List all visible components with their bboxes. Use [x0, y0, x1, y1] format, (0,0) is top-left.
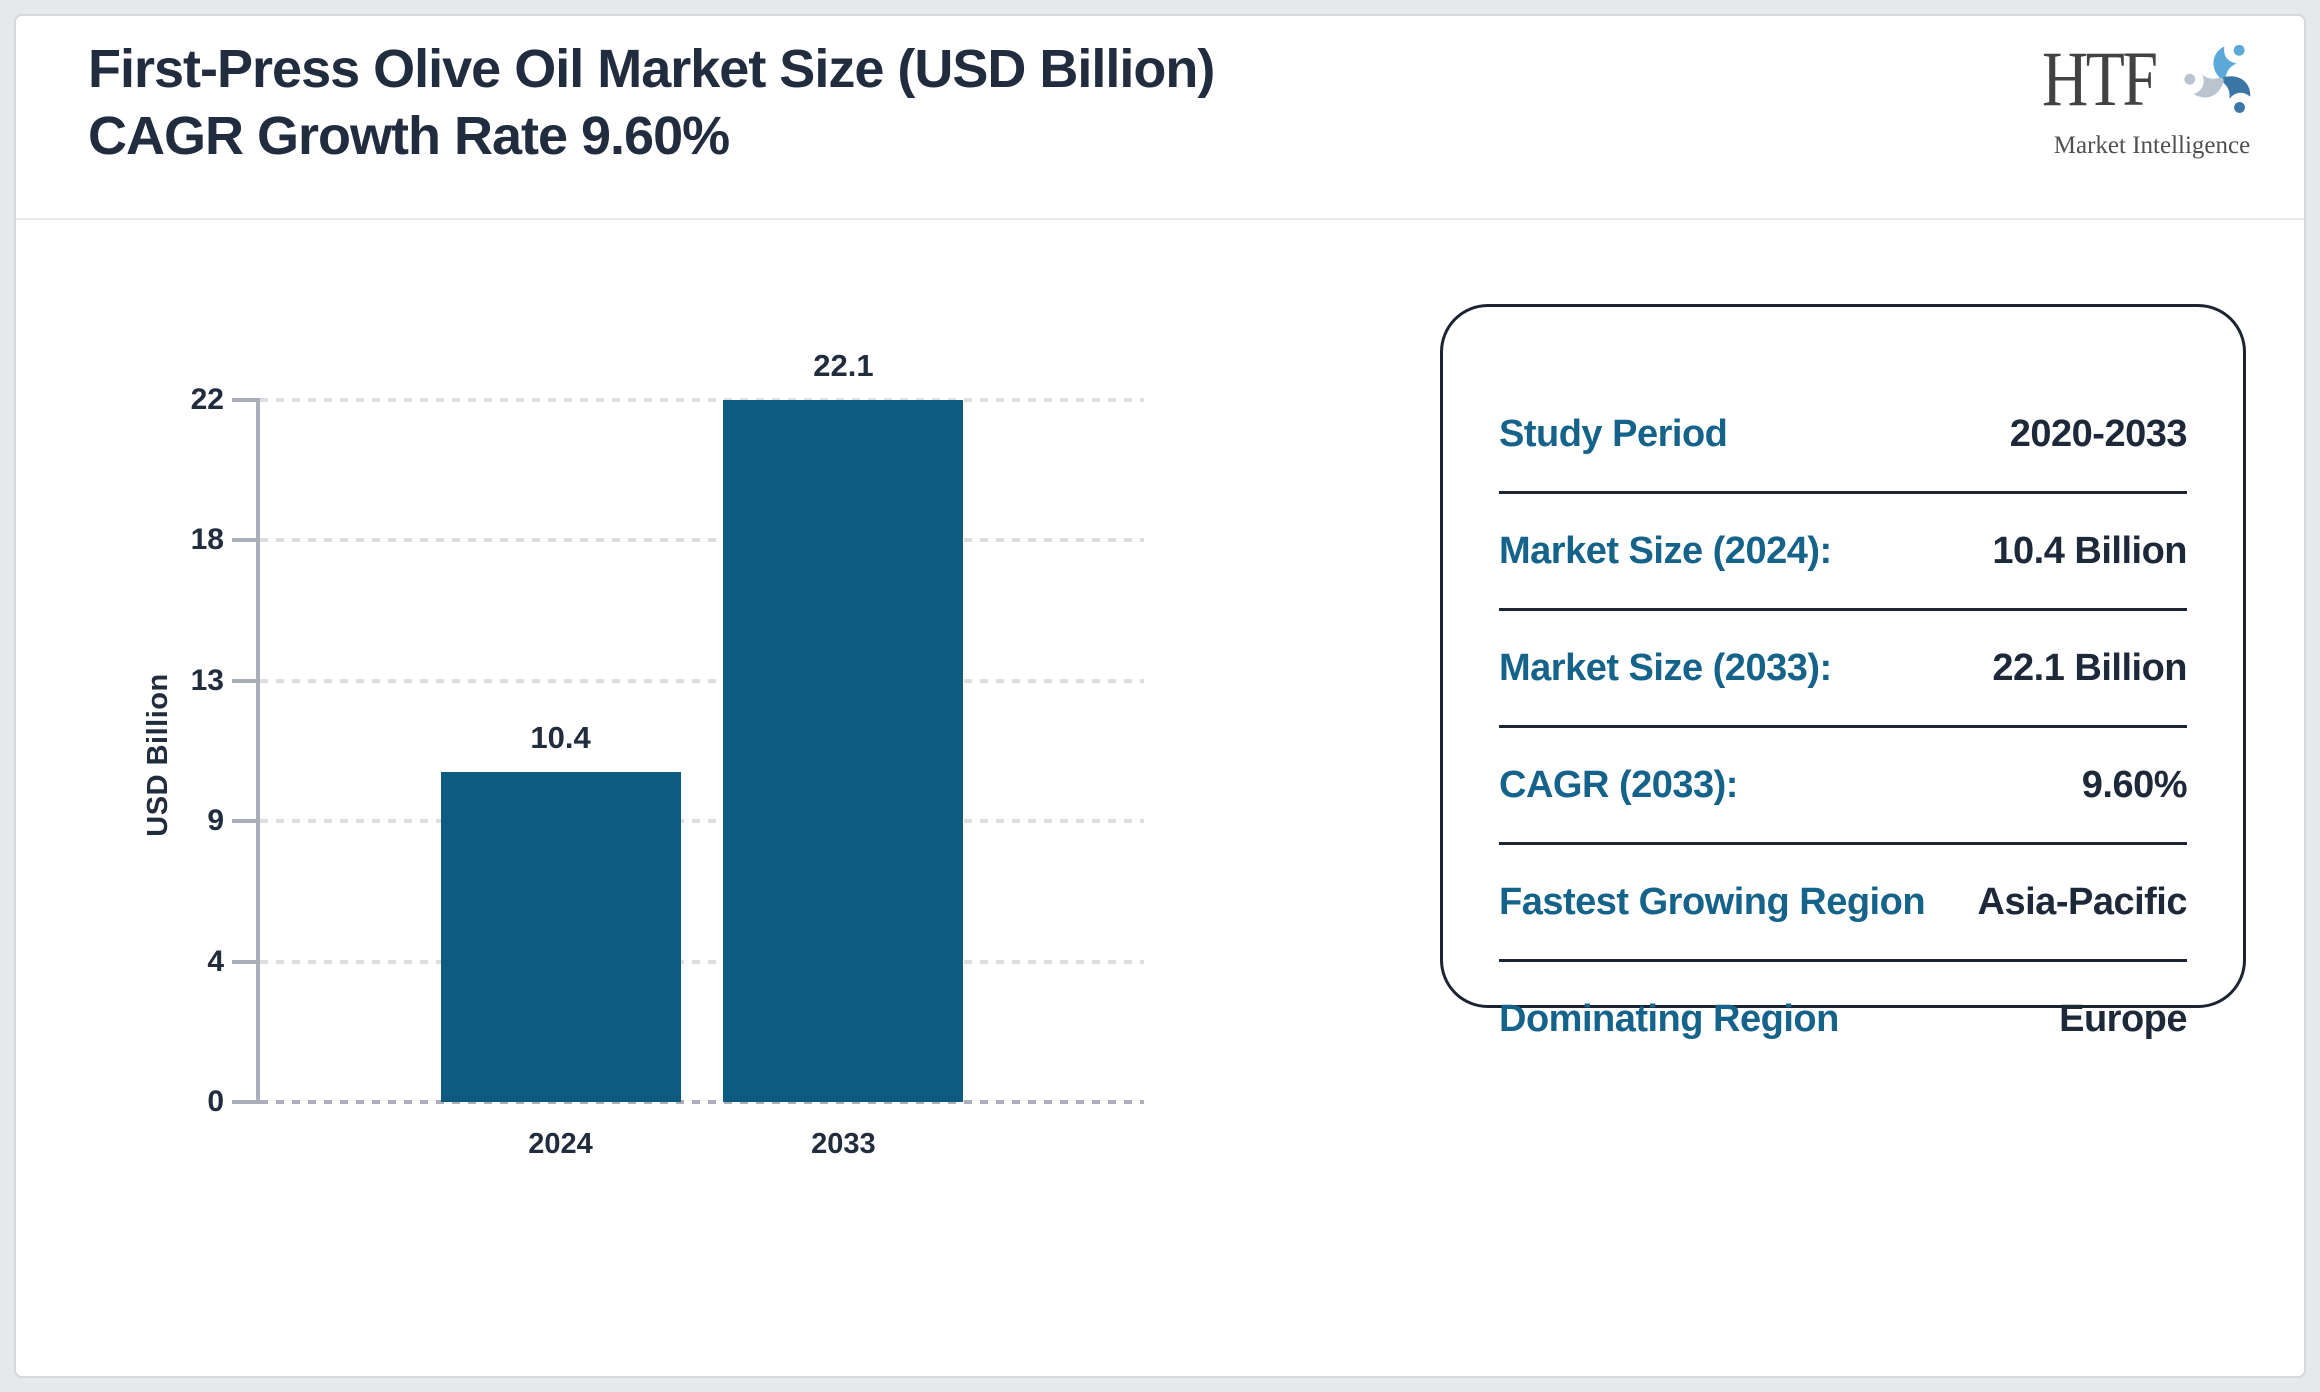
plot-area: 0 4 9 13 18 22 10.4 2024 22.1 2033: [191, 348, 1144, 1160]
panel-row-value: 22.1 Billion: [1992, 646, 2187, 689]
gridline: [260, 678, 1144, 683]
summary-panel: Study Period 2020-2033 Market Size (2024):…: [1440, 304, 2246, 1040]
x-tick-label: 2033: [811, 1128, 876, 1160]
y-axis-line: [256, 398, 260, 1104]
y-tick-mark: [232, 819, 258, 824]
y-tick-label: 22: [190, 383, 224, 416]
gridline: [260, 398, 1144, 402]
y-tick-mark: [232, 398, 258, 402]
bar: [440, 771, 681, 1102]
y-tick-label: 4: [207, 944, 224, 978]
y-axis-title: USD Billion: [142, 673, 174, 837]
gridline: [260, 819, 1144, 824]
x-tick-label: 2024: [528, 1128, 593, 1160]
panel-row-value: Asia-Pacific: [1977, 880, 2188, 923]
y-tick-label: 0: [207, 1085, 224, 1118]
y-tick-label: 18: [190, 523, 224, 557]
gridline: [260, 538, 1144, 543]
panel-row: Market Size (2033): 22.1 Billion: [1499, 611, 2187, 728]
bar-value-label: 22.1: [813, 348, 874, 383]
page-title-line2: CAGR Growth Rate 9.60%: [88, 105, 730, 166]
y-tick-mark: [232, 959, 258, 964]
panel-row: Market Size (2024): 10.4 Billion: [1499, 494, 2187, 611]
panel-row-label: Study Period: [1499, 412, 1728, 455]
company-logo: HTF Market Intelligence: [2042, 28, 2262, 160]
panel-row-label: Market Size (2033):: [1499, 646, 1832, 689]
panel-row-label: Market Size (2024):: [1499, 529, 1832, 572]
header-divider: [16, 218, 2304, 220]
panel-row-value: 9.60%: [2081, 763, 2188, 806]
panel-row: CAGR (2033): 9.60%: [1499, 728, 2188, 845]
y-tick-label: 9: [207, 804, 224, 838]
panel-row: Dominating Region Europe: [1499, 962, 2187, 1076]
y-tick-mark: [232, 678, 258, 683]
panel-row-value: 10.4 Billion: [1992, 529, 2187, 572]
panel-row-label: Fastest Growing Region: [1499, 880, 1926, 923]
page-title: First-Press Olive Oil Market Size (USD B…: [88, 36, 1215, 170]
panel-row-value: Europe: [2059, 997, 2187, 1040]
y-tick-mark: [232, 1100, 258, 1104]
logo-subtext: Market Intelligence: [2053, 132, 2251, 159]
logo-swirl-icon: [2184, 44, 2251, 113]
logo-text: HTF: [2042, 35, 2158, 122]
page-title-line1: First-Press Olive Oil Market Size (USD B…: [88, 39, 1215, 99]
panel-row: Study Period 2020-2033: [1499, 377, 2188, 494]
bar: [723, 400, 964, 1102]
bar-value-label: 10.4: [530, 719, 591, 755]
panel-row-label: Dominating Region: [1499, 997, 1839, 1040]
gridline: [260, 1100, 1144, 1104]
panel-row-label: CAGR (2033):: [1499, 763, 1738, 806]
panel-row-value: 2020-2033: [2009, 412, 2188, 455]
y-tick-mark: [232, 538, 258, 543]
y-tick-label: 13: [190, 663, 224, 697]
gridline: [260, 959, 1144, 964]
panel-row: Fastest Growing Region Asia-Pacific: [1499, 845, 2188, 962]
